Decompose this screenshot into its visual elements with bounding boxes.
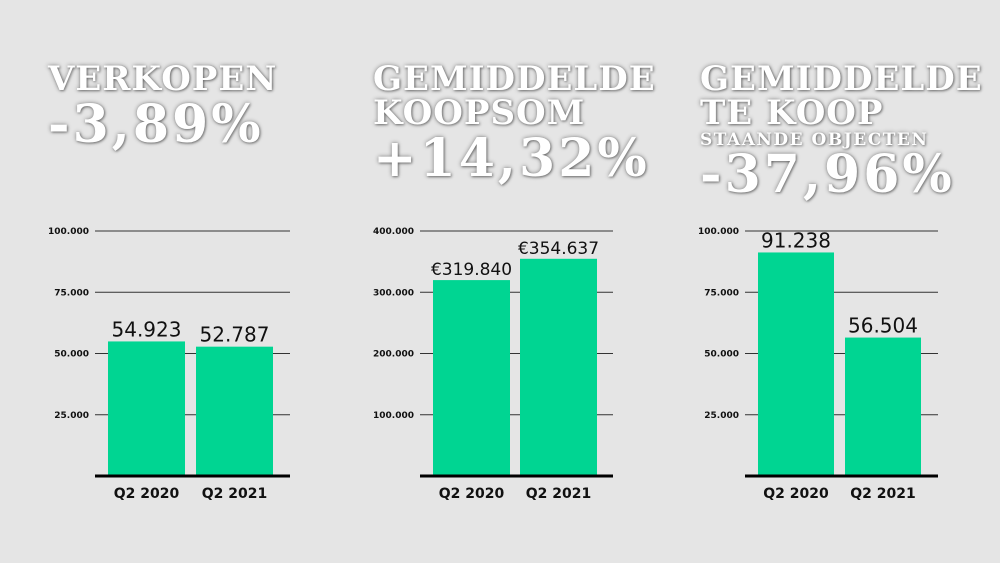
y-tick-label: 75.000 — [54, 288, 89, 298]
panel-heading: Gemiddelde Koopsom +14,32% — [373, 62, 656, 188]
y-tick-label: 75.000 — [704, 288, 739, 298]
bar-value-label: 56.504 — [848, 314, 918, 338]
heading-subline: staande objecten — [700, 130, 929, 150]
heading-line: Te koop — [700, 93, 884, 133]
heading-line: Koopsom — [373, 93, 586, 133]
y-tick-label: 200.000 — [373, 350, 414, 360]
bar-value-label: €354.637 — [518, 239, 599, 259]
panel-heading: Gemiddelde Te koop staande objecten -37,… — [700, 59, 983, 205]
x-category-label: Q2 2021 — [850, 486, 915, 502]
heading-percentage: -3,89% — [48, 94, 264, 155]
x-category-label: Q2 2021 — [202, 486, 267, 502]
bar-value-label: 54.923 — [112, 317, 182, 341]
y-tick-label: 300.000 — [373, 288, 414, 298]
x-category-label: Q2 2020 — [114, 486, 180, 502]
y-tick-label: 50.000 — [54, 350, 89, 360]
bar-chart: 100.000 200.000 300.000 400.000 €319.840 Q2 2… — [373, 227, 613, 502]
panel-verkopen: Verkopen -3,89% 25.000 50.000 75.000 100.00… — [0, 0, 330, 563]
heading-percentage: -37,96% — [700, 144, 955, 205]
bar — [520, 258, 597, 476]
x-category-label: Q2 2021 — [526, 486, 591, 502]
y-tick-label: 400.000 — [373, 227, 414, 237]
bar — [433, 280, 510, 476]
y-tick-label: 50.000 — [704, 350, 739, 360]
heading-percentage: +14,32% — [373, 128, 650, 189]
y-tick-label: 25.000 — [54, 411, 89, 421]
x-category-label: Q2 2020 — [439, 486, 505, 502]
bar — [758, 252, 834, 476]
heading-line: Gemiddelde — [373, 59, 656, 99]
y-tick-label: 100.000 — [373, 411, 414, 421]
bar-value-label: €319.840 — [431, 260, 512, 280]
heading-line: Gemiddelde — [700, 59, 983, 99]
bar-chart: 25.000 50.000 75.000 100.000 54.923 Q2 2020 52… — [48, 227, 290, 502]
x-category-label: Q2 2020 — [763, 486, 829, 502]
bar — [845, 337, 921, 476]
bar-value-label: 52.787 — [200, 323, 270, 347]
heading-line: Verkopen — [48, 59, 278, 99]
y-tick-label: 25.000 — [704, 411, 739, 421]
y-tick-label: 100.000 — [48, 227, 89, 237]
y-tick-label: 100.000 — [698, 227, 739, 237]
panel-heading: Verkopen -3,89% — [48, 62, 277, 154]
bar — [108, 341, 185, 476]
panel-gemiddelde-koopsom: Gemiddelde Koopsom +14,32% 100.000 200.00… — [373, 62, 656, 502]
bar — [196, 346, 273, 476]
bar-value-label: 91.238 — [761, 228, 831, 252]
